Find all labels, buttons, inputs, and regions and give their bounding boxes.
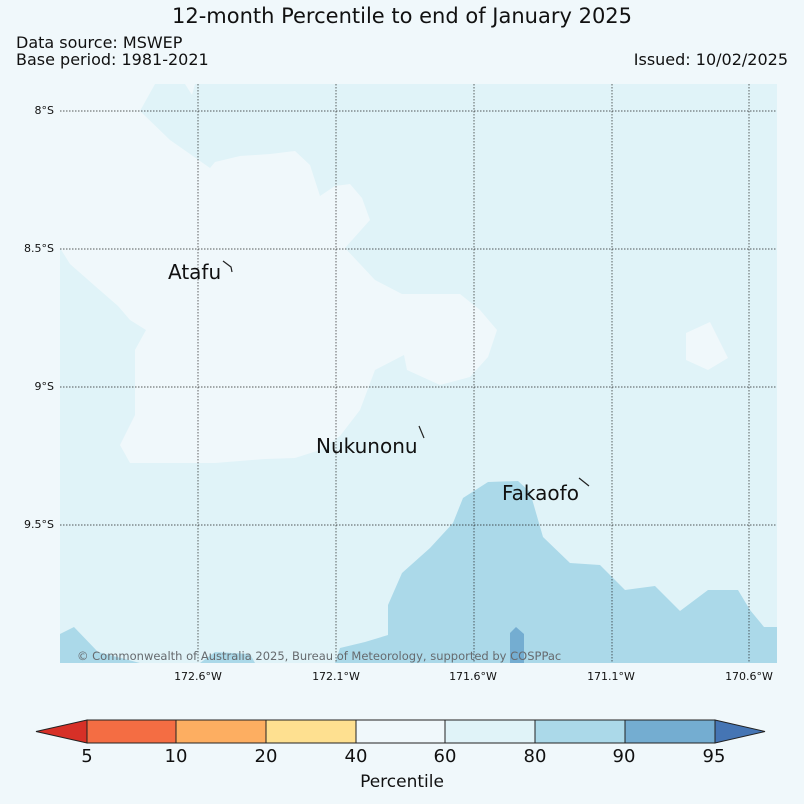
colorbar-tick: 40 <box>344 746 368 767</box>
map-canvas <box>60 84 777 663</box>
colorbar-tick: 10 <box>164 746 188 767</box>
graticule <box>60 84 777 663</box>
colorbar-tick: 95 <box>702 746 726 767</box>
percentile-80-90-region-mid <box>200 652 255 663</box>
colorbar-segment <box>355 719 446 744</box>
island-label-atafu: Atafu <box>168 260 222 284</box>
lat-label-8-5s: 8.5°S <box>24 242 54 255</box>
colorbar-tick: 80 <box>523 746 547 767</box>
percentile-40-60-region-top <box>185 84 195 95</box>
lat-label-9s: 9°S <box>34 380 54 393</box>
map-title: 12-month Percentile to end of January 20… <box>171 4 633 28</box>
colorbar-extend-low <box>35 719 88 744</box>
colorbar-tick: 60 <box>433 746 457 767</box>
percentile-80-90-region-west <box>60 627 140 663</box>
percentile-40-60-region <box>60 84 497 463</box>
colorbar <box>35 719 766 744</box>
lat-label-9-5s: 9.5°S <box>24 518 54 531</box>
island-label-nukunonu: Nukunonu <box>316 434 418 458</box>
colorbar-segment <box>624 719 716 744</box>
lon-label-171-1w: 171.1°W <box>587 670 635 683</box>
colorbar-label: Percentile <box>360 772 444 792</box>
colorbar-tick: 5 <box>81 746 93 767</box>
copyright-notice: © Commonwealth of Australia 2025, Bureau… <box>77 649 562 663</box>
data-source: Data source: MSWEP <box>16 33 183 52</box>
base-period: Base period: 1981-2021 <box>16 50 209 69</box>
colorbar-segment <box>444 719 536 744</box>
colorbar-extend-high <box>714 719 766 744</box>
lon-label-172-1w: 172.1°W <box>312 670 360 683</box>
lon-label-172-6w: 172.6°W <box>174 670 222 683</box>
colorbar-tick: 90 <box>612 746 636 767</box>
lon-label-170-6w: 170.6°W <box>725 670 773 683</box>
atafu-atoll <box>222 260 233 273</box>
lon-label-171-6w: 171.6°W <box>449 670 497 683</box>
percentile-80-90-region <box>335 481 777 663</box>
colorbar-segment <box>265 719 357 744</box>
issued-date: Issued: 10/02/2025 <box>633 50 788 69</box>
colorbar-tick: 20 <box>254 746 278 767</box>
island-label-fakaofo: Fakaofo <box>502 481 579 505</box>
colorbar-segment <box>175 719 267 744</box>
fakaofo-atoll <box>578 477 590 487</box>
percentile-40-60-region-east <box>686 322 728 370</box>
colorbar-segment <box>534 719 626 744</box>
nukunonu-atoll <box>418 425 425 439</box>
colorbar-segment <box>86 719 177 744</box>
percentile-90-95-region <box>510 627 524 663</box>
map-metadata: Data source: MSWEP Base period: 1981-202… <box>16 34 209 68</box>
lat-label-8s: 8°S <box>34 104 54 117</box>
